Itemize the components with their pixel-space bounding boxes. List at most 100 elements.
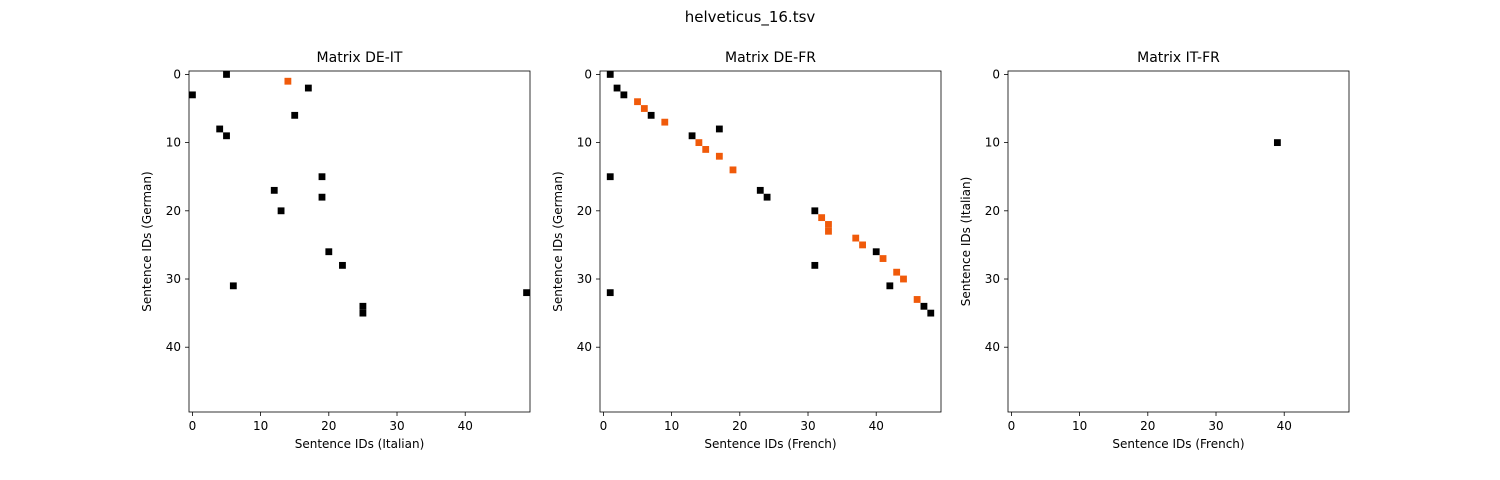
cell-orange <box>879 255 887 262</box>
cell-black <box>927 309 935 317</box>
y-tick-label: 40 <box>166 340 181 354</box>
cell-black <box>304 84 312 92</box>
y-tick-label: 20 <box>577 204 592 218</box>
x-tick-label: 20 <box>732 419 747 433</box>
cell-black <box>613 84 621 92</box>
x-tick-label: 10 <box>1072 419 1087 433</box>
x-tick-label: 10 <box>253 419 268 433</box>
y-tick-label: 40 <box>577 340 592 354</box>
cell-orange <box>893 268 901 276</box>
x-tick-label: 40 <box>1277 419 1292 433</box>
cell-black <box>872 248 880 256</box>
cell-orange <box>661 118 669 126</box>
cell-orange <box>852 234 860 242</box>
cell-orange <box>859 241 866 249</box>
cell-orange <box>913 296 921 303</box>
cell-black <box>715 125 723 133</box>
x-axis-label: Sentence IDs (French) <box>1112 437 1244 451</box>
plot-area <box>1008 71 1349 412</box>
cell-black <box>318 193 326 201</box>
cell-black <box>229 282 237 290</box>
cell-orange <box>825 227 832 235</box>
plot-area <box>600 71 941 412</box>
cell-black <box>1273 139 1281 147</box>
cell-orange <box>900 275 907 283</box>
cell-black <box>688 132 696 140</box>
cell-black <box>318 173 326 181</box>
cell-black <box>223 132 230 140</box>
cell-black <box>216 125 224 133</box>
cell-black <box>811 207 819 215</box>
cell-black <box>523 289 530 297</box>
cell-black <box>277 207 285 215</box>
chart-title: Matrix DE-IT <box>317 50 403 66</box>
y-axis-label: Sentence IDs (German) <box>140 171 154 311</box>
cell-black <box>189 91 196 99</box>
y-tick-label: 10 <box>577 136 592 150</box>
plot-frame <box>599 70 942 413</box>
x-tick-label: 20 <box>321 419 336 433</box>
cell-black <box>606 289 614 297</box>
cell-black <box>606 173 614 181</box>
y-tick-label: 0 <box>173 67 181 81</box>
cell-black <box>920 302 928 310</box>
chart-panel-1: 0 10 20 30 40 0 10 20 30 40 Matrix DE-IT Sentence I… <box>140 50 531 451</box>
plot-frame <box>188 70 531 413</box>
cell-black <box>763 193 771 201</box>
y-tick-label: 0 <box>584 67 592 81</box>
cell-black <box>359 309 367 317</box>
cell-black <box>339 261 346 269</box>
x-tick-label: 30 <box>1208 419 1223 433</box>
x-axis-label: Sentence IDs (French) <box>704 437 836 451</box>
cell-orange <box>818 214 826 222</box>
panels: 0 10 20 30 40 0 10 20 30 40 Matrix DE-IT Sentence I… <box>140 50 1350 451</box>
y-tick-label: 20 <box>166 204 181 218</box>
y-tick-label: 30 <box>577 272 592 286</box>
chart-panel-2: 0 10 20 30 40 0 10 20 30 40 Matrix DE-FR Sentence I… <box>551 50 942 451</box>
y-axis-label: Sentence IDs (German) <box>551 171 565 311</box>
y-tick-label: 20 <box>985 204 1000 218</box>
cell-black <box>620 91 628 99</box>
cell-black <box>291 111 299 119</box>
x-axis-label: Sentence IDs (Italian) <box>295 437 425 451</box>
chart-title: Matrix DE-FR <box>725 50 816 66</box>
x-tick-label: 0 <box>189 419 197 433</box>
y-tick-label: 30 <box>985 272 1000 286</box>
cell-orange <box>640 105 648 112</box>
y-tick-label: 10 <box>166 136 181 150</box>
cell-black <box>359 302 367 310</box>
x-tick-label: 30 <box>800 419 815 433</box>
x-tick-label: 10 <box>664 419 679 433</box>
cell-orange <box>715 152 723 160</box>
x-tick-label: 20 <box>1140 419 1155 433</box>
cell-orange <box>702 146 710 153</box>
cell-black <box>325 248 333 256</box>
figure-title: helveticus_16.tsv <box>685 8 816 27</box>
cell-orange <box>284 77 292 85</box>
y-tick-label: 30 <box>166 272 181 286</box>
chart-title: Matrix IT-FR <box>1137 50 1220 66</box>
cell-black <box>270 186 278 194</box>
chart-panel-3: 0 10 20 30 40 0 10 20 30 40 Matrix IT-FR Sentence I… <box>959 50 1350 451</box>
x-tick-label: 40 <box>869 419 884 433</box>
cell-black <box>647 111 655 119</box>
x-tick-label: 40 <box>458 419 473 433</box>
plot-frame <box>1007 70 1350 413</box>
cell-orange <box>695 139 703 147</box>
cell-black <box>886 282 894 290</box>
cell-orange <box>825 221 832 228</box>
x-tick-label: 30 <box>389 419 404 433</box>
x-tick-label: 0 <box>600 419 608 433</box>
cell-black <box>223 71 230 78</box>
cell-black <box>606 71 614 78</box>
cell-orange <box>634 98 641 106</box>
cell-black <box>756 186 764 194</box>
y-tick-label: 40 <box>985 340 1000 354</box>
y-tick-label: 10 <box>985 136 1000 150</box>
y-axis-label: Sentence IDs (Italian) <box>959 177 973 307</box>
y-tick-label: 0 <box>992 67 1000 81</box>
cell-orange <box>729 166 737 174</box>
x-tick-label: 0 <box>1008 419 1016 433</box>
plot-area <box>189 71 530 412</box>
